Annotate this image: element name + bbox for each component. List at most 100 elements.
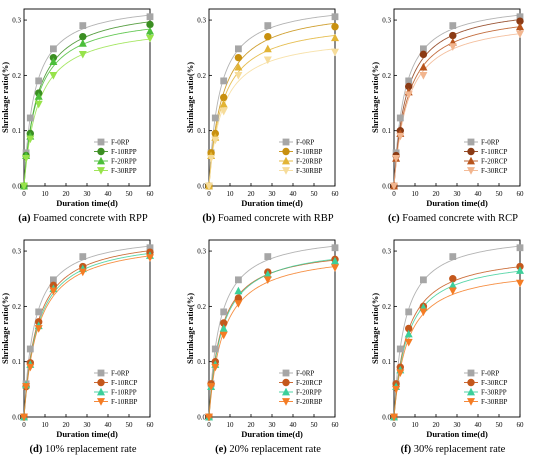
data-point-2 bbox=[396, 132, 405, 141]
x-axis-label: Duration time(d) bbox=[426, 429, 488, 439]
data-point-4 bbox=[420, 45, 427, 53]
x-tick-label: 50 bbox=[311, 190, 319, 198]
data-point-legend bbox=[97, 398, 105, 406]
y-tick-label: 0.0 bbox=[382, 182, 391, 190]
y-axis-label: Shrinkage ratio(%) bbox=[185, 293, 195, 364]
legend-label: F-0RP bbox=[111, 139, 129, 147]
series-F-30RCP bbox=[390, 30, 524, 191]
data-point-0 bbox=[390, 413, 398, 422]
data-point-4 bbox=[49, 71, 58, 80]
data-point-6 bbox=[516, 279, 524, 288]
data-point-2 bbox=[26, 114, 34, 122]
y-tick-label: 0.3 bbox=[197, 247, 206, 255]
data-point-5 bbox=[78, 39, 87, 47]
data-point-2 bbox=[396, 345, 404, 353]
data-point-5 bbox=[448, 287, 457, 296]
series-line-F-20RPP bbox=[208, 258, 336, 418]
data-point-legend bbox=[282, 387, 290, 396]
data-point-5 bbox=[78, 268, 87, 277]
data-point-6 bbox=[146, 254, 154, 262]
x-tick-label: 30 bbox=[84, 421, 92, 429]
series-line-F-30RBP bbox=[393, 280, 521, 418]
data-point-3 bbox=[404, 91, 413, 99]
x-tick-label: 20 bbox=[248, 421, 256, 429]
x-tick-label: 60 bbox=[332, 421, 340, 429]
data-point-0 bbox=[205, 182, 213, 191]
series-line-F-30RCP bbox=[393, 33, 521, 187]
data-point-4 bbox=[234, 294, 243, 302]
y-tick-label: 0.3 bbox=[197, 16, 206, 24]
legend-label: F-30RPP bbox=[481, 389, 507, 397]
data-point-6 bbox=[146, 244, 154, 252]
data-point-legend bbox=[97, 138, 105, 146]
y-tick-label: 0.1 bbox=[12, 127, 21, 135]
data-point-6 bbox=[516, 22, 524, 31]
data-point-4 bbox=[50, 276, 57, 284]
legend-label: F-10RBP bbox=[296, 148, 323, 156]
data-point-2 bbox=[396, 369, 405, 377]
data-point-5 bbox=[78, 50, 87, 59]
y-tick-label: 0.3 bbox=[12, 247, 21, 255]
series-line-F-0RP bbox=[23, 245, 151, 418]
chart-panel-5: 0 10 20 30 40 50 60 0.0 0.1 0.2 0.3 Duration time(d… bbox=[185, 239, 340, 455]
x-tick-label: 60 bbox=[332, 190, 340, 198]
legend-label: F-20RCP bbox=[296, 379, 323, 387]
x-tick-label: 10 bbox=[227, 190, 235, 198]
chart-panel-1: 0 10 20 30 40 50 60 0.0 0.1 0.2 0.3 Duration time(d… bbox=[0, 8, 154, 224]
data-point-4 bbox=[419, 71, 428, 80]
x-tick-label: 60 bbox=[517, 421, 525, 429]
series-line-F-30RBP bbox=[208, 48, 336, 187]
y-tick-label: 0.1 bbox=[382, 127, 391, 135]
data-point-4 bbox=[419, 308, 428, 317]
x-tick-label: 60 bbox=[147, 421, 155, 429]
data-point-1 bbox=[392, 385, 401, 394]
series-F-20RBP bbox=[205, 264, 339, 422]
data-point-5 bbox=[263, 270, 272, 278]
data-point-3 bbox=[220, 93, 228, 102]
data-point-6 bbox=[331, 244, 339, 252]
series-line-F-30RPP bbox=[393, 270, 521, 418]
chart-panel-2: 0 10 20 30 40 50 60 0.0 0.1 0.2 0.3 Duration time(d… bbox=[185, 8, 340, 224]
x-tick-label: 30 bbox=[454, 421, 462, 429]
data-point-legend bbox=[97, 156, 105, 165]
series-line-F-20RCP bbox=[393, 26, 521, 187]
data-point-legend bbox=[97, 167, 105, 175]
data-point-legend bbox=[467, 378, 475, 387]
data-point-5 bbox=[264, 22, 272, 29]
data-point-4 bbox=[234, 62, 243, 71]
legend-label: F-10RCP bbox=[111, 379, 138, 387]
y-tick-label: 0.0 bbox=[197, 413, 206, 421]
series-line-F-20RPP bbox=[23, 28, 151, 187]
x-axis-label: Duration time(d) bbox=[426, 198, 488, 208]
x-tick-label: 10 bbox=[412, 190, 420, 198]
series-line-F-10RBP bbox=[23, 255, 151, 418]
x-tick-label: 40 bbox=[105, 190, 113, 198]
x-tick-label: 60 bbox=[517, 190, 525, 198]
legend-label: F-10RBP bbox=[111, 398, 138, 406]
series-F-30RBP bbox=[390, 279, 524, 422]
data-point-6 bbox=[516, 17, 524, 25]
data-point-2 bbox=[396, 114, 404, 122]
x-tick-label: 40 bbox=[475, 421, 483, 429]
data-point-3 bbox=[405, 82, 413, 91]
data-point-legend bbox=[467, 387, 475, 396]
data-point-0 bbox=[205, 413, 213, 422]
series-line-F-0RP bbox=[208, 245, 336, 418]
x-tick-label: 20 bbox=[248, 190, 256, 198]
data-point-3 bbox=[405, 324, 413, 333]
data-point-1 bbox=[207, 154, 216, 163]
x-tick-label: 0 bbox=[207, 190, 211, 198]
legend-label: F-20RPP bbox=[111, 158, 137, 166]
data-point-3 bbox=[220, 77, 228, 85]
legend-label: F-10RPP bbox=[111, 148, 137, 156]
data-point-6 bbox=[516, 30, 524, 39]
x-tick-label: 20 bbox=[433, 421, 441, 429]
x-tick-label: 10 bbox=[42, 190, 50, 198]
data-point-3 bbox=[219, 324, 228, 332]
panel-label: (f) bbox=[401, 444, 412, 455]
panel-caption: (c) Foamed concrete with RCP bbox=[388, 213, 518, 224]
